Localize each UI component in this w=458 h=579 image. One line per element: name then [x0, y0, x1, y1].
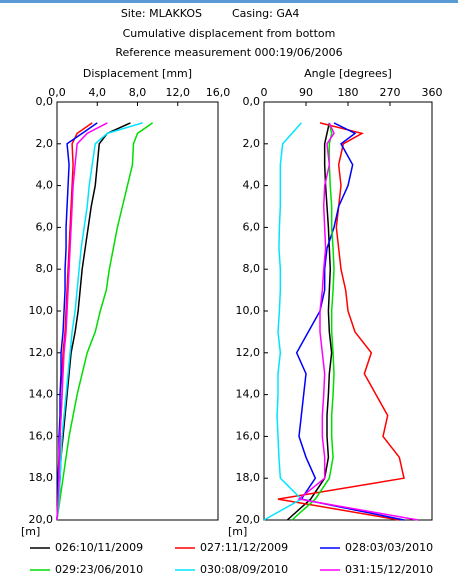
x-tick-label: 12,0: [166, 86, 191, 99]
y-tick-label: 6,0: [36, 220, 54, 233]
series-line: [263, 122, 303, 521]
y-tick-label: 8,0: [36, 262, 54, 275]
subtitle: Cumulative displacement from bottom: [123, 27, 336, 40]
x-tick-label: 0,0: [48, 86, 66, 99]
y-tick-label: 18,0: [29, 471, 54, 484]
y-unit: [m]: [21, 525, 40, 538]
legend-label: 030:08/09/2010: [200, 563, 288, 576]
y-tick-label: 8,0: [243, 262, 261, 275]
y-tick-label: 20,0: [29, 513, 54, 526]
y-tick-label: 0,0: [243, 95, 261, 108]
y-tick-label: 10,0: [236, 304, 261, 317]
series-line: [291, 122, 335, 521]
y-tick-label: 18,0: [236, 471, 261, 484]
x-axis-label: Displacement [mm]: [83, 67, 192, 80]
y-tick-label: 0,0: [36, 95, 54, 108]
x-tick-label: 270: [380, 86, 401, 99]
y-tick-label: 4,0: [36, 179, 54, 192]
series-line: [297, 122, 419, 521]
x-tick-label: 360: [422, 86, 443, 99]
y-tick-label: 4,0: [243, 179, 261, 192]
reference: Reference measurement 000:19/06/2006: [115, 46, 342, 59]
y-tick-label: 6,0: [243, 220, 261, 233]
y-tick-label: 2,0: [36, 137, 54, 150]
series-line: [56, 122, 93, 521]
x-tick-label: 180: [338, 86, 359, 99]
x-tick-label: 16,0: [206, 86, 231, 99]
site: Site: MLAKKOS: [121, 7, 202, 20]
series-line: [56, 122, 143, 521]
x-tick-label: 4,0: [89, 86, 107, 99]
series-line: [286, 122, 333, 521]
x-tick-label: 8,0: [129, 86, 147, 99]
y-tick-label: 10,0: [29, 304, 54, 317]
top-bar: [0, 0, 458, 3]
x-tick-label: 90: [299, 86, 313, 99]
legend-label: 031:15/12/2010: [345, 563, 433, 576]
legend-label: 027:11/12/2009: [200, 541, 288, 554]
y-tick-label: 16,0: [29, 429, 54, 442]
y-tick-label: 14,0: [236, 388, 261, 401]
series-line: [295, 122, 405, 521]
legend-label: 028:03/03/2010: [345, 541, 433, 554]
y-tick-label: 12,0: [236, 346, 261, 359]
x-axis-label: Angle [degrees]: [304, 67, 392, 80]
series-line: [56, 122, 154, 521]
series-line: [56, 122, 108, 521]
y-tick-label: 12,0: [29, 346, 54, 359]
y-unit: [m]: [228, 525, 247, 538]
y-tick-label: 14,0: [29, 388, 54, 401]
y-tick-label: 20,0: [236, 513, 261, 526]
plot-frame: [56, 101, 219, 521]
y-tick-label: 2,0: [243, 137, 261, 150]
casing: Casing: GA4: [232, 7, 299, 20]
x-tick-label: 0: [261, 86, 268, 99]
legend-label: 029:23/06/2010: [55, 563, 143, 576]
legend-label: 026:10/11/2009: [55, 541, 143, 554]
y-tick-label: 16,0: [236, 429, 261, 442]
series-line: [277, 122, 405, 521]
